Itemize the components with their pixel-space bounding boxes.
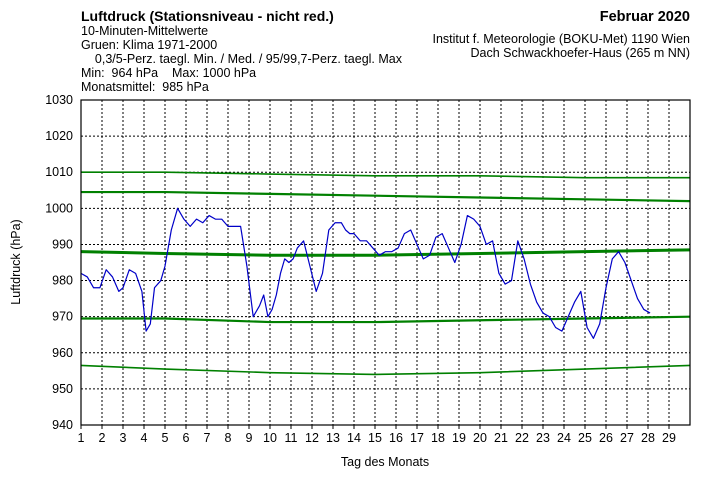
header-line-climate: Gruen: Klima 1971-2000: [81, 38, 218, 52]
climate-lines: [80, 171, 691, 376]
x-tick-label: 7: [204, 431, 211, 445]
y-tick-label: 950: [52, 382, 73, 396]
x-tick-label: 11: [285, 431, 298, 445]
x-tick-label: 15: [368, 431, 382, 445]
x-tick-label: 20: [473, 431, 487, 445]
chart-header: Luftdruck (Stationsniveau - nicht red.) …: [81, 8, 402, 94]
x-tick-label: 13: [326, 431, 340, 445]
y-tick-label: 990: [52, 237, 73, 251]
y-tick-label: 970: [52, 310, 73, 324]
x-tick-label: 19: [452, 431, 466, 445]
x-tick-label: 16: [389, 431, 403, 445]
x-tick-label: 4: [141, 431, 148, 445]
x-tick-label: 5: [162, 431, 169, 445]
climate-line: [80, 248, 691, 257]
plot-border: [80, 99, 691, 426]
x-tick-label: 6: [183, 431, 190, 445]
chart-month: Februar 2020: [599, 9, 690, 25]
x-tick-label: 29: [662, 431, 676, 445]
y-tick-label: 1010: [45, 165, 73, 179]
x-tick-label: 8: [225, 431, 232, 445]
x-tick-label: 28: [641, 431, 655, 445]
x-tick-label: 10: [263, 431, 277, 445]
x-tick-label: 18: [431, 431, 445, 445]
x-tick-label: 22: [515, 431, 529, 445]
location-label: Dach Schwackhoefer-Haus (265 m NN): [470, 46, 690, 60]
climate-line: [81, 190, 691, 203]
x-tick-label: 1: [78, 431, 85, 445]
x-tick-label: 14: [347, 431, 361, 445]
x-tick-label: 2: [99, 431, 106, 445]
y-tick-label: 960: [52, 346, 73, 360]
y-tick-label: 940: [52, 418, 73, 432]
x-axis-label: Tag des Monats: [341, 455, 429, 469]
pressure-line: [80, 207, 651, 339]
x-tick-label: 26: [599, 431, 613, 445]
y-tick-label: 980: [52, 274, 73, 288]
header-line-minmax: Min: 964 hPa Max: 1000 hPa: [81, 66, 257, 80]
plot-frame: [80, 99, 691, 426]
header-line-percentiles: 0,3/5-Perz. taegl. Min. / Med. / 95/99,7…: [81, 52, 402, 66]
header-line-monthly-mean: Monatsmittel: 985 hPa: [81, 80, 209, 94]
header-line-averages: 10-Minuten-Mittelwerte: [81, 24, 209, 38]
x-tick-label: 24: [557, 431, 571, 445]
x-tick-label: 3: [120, 431, 127, 445]
x-tick-label: 27: [620, 431, 634, 445]
x-tick-label: 23: [536, 431, 550, 445]
x-tick-label: 9: [246, 431, 253, 445]
x-tick-label: 25: [578, 431, 592, 445]
x-tick-label: 17: [410, 431, 424, 445]
chart-source-info: Februar 2020 Institut f. Meteorologie (B…: [432, 8, 690, 60]
climate-line: [81, 171, 690, 179]
chart-grid: [81, 100, 690, 425]
x-tick-label: 21: [494, 431, 508, 445]
pressure-series: [80, 207, 651, 339]
y-axis-label: Luftdruck (hPa): [9, 219, 23, 304]
institute-label: Institut f. Meteorologie (BOKU-Met) 1190…: [432, 32, 690, 46]
y-tick-label: 1000: [45, 201, 73, 215]
y-tick-label: 1030: [45, 93, 73, 107]
climate-line: [81, 315, 691, 324]
y-tick-label: 1020: [45, 129, 73, 143]
climate-line: [80, 364, 691, 376]
x-tick-label: 12: [305, 431, 319, 445]
chart-title: Luftdruck (Stationsniveau - nicht red.): [81, 8, 334, 24]
